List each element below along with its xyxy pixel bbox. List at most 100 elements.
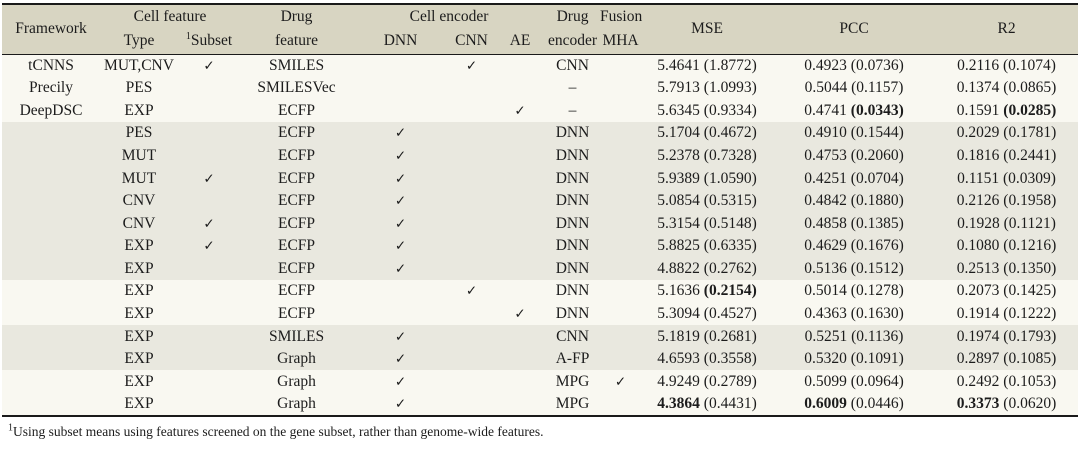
cell-r2: 0.3373 (0.0620) (935, 392, 1079, 416)
metric-mean: 0.2116 (957, 56, 1000, 74)
cell-cnn (448, 302, 496, 326)
check-icon: ✓ (394, 125, 407, 142)
cell-cnn (448, 347, 496, 371)
cell-subset (178, 370, 241, 393)
cell-drug-encoder: DNN (545, 302, 601, 326)
table-row: MUT ✓ ECFP ✓ DNN 5.9389 (1.0590) 0.4251 (0.070… (2, 166, 1079, 190)
metric-std: (0.1793) (1003, 327, 1057, 345)
metric-std: (0.1630) (850, 305, 904, 323)
metric-mean: 0.4363 (804, 305, 847, 323)
metric-std: (0.1216) (1003, 237, 1057, 255)
cell-drug-encoder: DNN (545, 166, 601, 190)
metric-std: (1.8772) (703, 56, 757, 74)
cell-pcc: 0.4629 (0.1676) (773, 234, 936, 258)
table-row: MUT ECFP ✓ DNN 5.2378 (0.7328) 0.4753 (0.2060… (2, 144, 1079, 167)
metric-std: (0.1781) (1003, 124, 1057, 142)
metric-std: (0.0704) (850, 169, 904, 187)
cell-drug-feature: Graph (240, 370, 354, 393)
cell-cnn: ✓ (448, 54, 496, 77)
metric-std: (0.1676) (850, 237, 904, 255)
check-icon: ✓ (203, 57, 215, 74)
cell-type: EXP (100, 257, 178, 280)
cell-framework (2, 392, 100, 416)
cell-cnn (448, 392, 496, 416)
cell-mha (600, 279, 642, 303)
metric-mean: 0.1914 (956, 305, 1000, 323)
cell-subset (178, 392, 241, 416)
paper-table-figure: Framework Cell feature Drug feature Cell… (2, 3, 1079, 439)
cell-mha (600, 166, 642, 190)
cell-subset (178, 189, 241, 213)
cell-mha (600, 302, 642, 326)
metric-std: (0.3558) (703, 350, 757, 368)
metric-std: (0.1157) (851, 79, 904, 97)
cell-cnn (448, 325, 496, 348)
cell-type: EXP (100, 234, 178, 258)
metric-mean: 0.4251 (804, 169, 847, 187)
metric-std: (0.0620) (1003, 394, 1057, 412)
cell-subset: ✓ (178, 212, 241, 235)
cell-ae (495, 212, 546, 235)
cell-mse: 5.3094 (0.4527) (641, 302, 774, 326)
cell-r2: 0.2897 (0.1085) (935, 347, 1079, 371)
cell-drug-encoder: – (545, 99, 601, 122)
results-tbody: tCNNS MUT,CNV ✓ SMILES ✓ CNN 5.4641 (1.8772) 0.… (2, 54, 1079, 416)
cell-ae (495, 392, 546, 416)
metric-mean: 0.2073 (956, 282, 1000, 300)
cell-framework (2, 189, 100, 213)
metric-mean: 0.4923 (804, 56, 847, 74)
table-row: CNV ✓ ECFP ✓ DNN 5.3154 (0.5148) 0.4858 (0.138… (2, 212, 1079, 235)
cell-mse: 5.9389 (1.0590) (641, 166, 774, 190)
metric-mean: 5.4641 (657, 56, 700, 74)
metric-mean: 0.1816 (956, 146, 1000, 164)
cell-cnn (448, 166, 496, 190)
metric-std: (0.0964) (850, 372, 904, 390)
cell-drug-encoder: DNN (545, 121, 601, 145)
metric-std: (0.2154) (703, 282, 757, 300)
cell-r2: 0.2029 (0.1781) (935, 121, 1079, 145)
metric-std: (0.1880) (850, 192, 904, 210)
subset-footnote-marker: 1 (185, 31, 191, 43)
cell-dnn (353, 279, 449, 303)
cell-ae (495, 347, 546, 371)
cell-pcc: 0.4842 (0.1880) (773, 189, 936, 213)
cell-type: PES (100, 121, 178, 145)
metric-mean: 0.6009 (804, 394, 847, 412)
cell-drug-encoder: – (545, 76, 601, 100)
cell-framework: DeepDSC (2, 99, 100, 122)
cell-type: EXP (100, 99, 178, 122)
cell-subset (178, 279, 241, 303)
cell-pcc: 0.5136 (0.1512) (773, 257, 936, 280)
cell-type: EXP (100, 392, 178, 416)
metric-mean: 0.4858 (804, 214, 847, 232)
metric-mean: 0.5044 (804, 79, 848, 97)
cell-cnn (448, 99, 496, 122)
check-icon: ✓ (614, 373, 627, 390)
col-header-dnn: DNN (353, 29, 449, 54)
metric-std: (0.1958) (1003, 192, 1057, 210)
cell-r2: 0.1374 (0.0865) (935, 76, 1079, 100)
col-header-fusion-mha: Fusion MHA (600, 4, 642, 54)
cell-drug-encoder: DNN (545, 212, 601, 235)
cell-mha (600, 325, 642, 348)
col-header-pcc: PCC (773, 4, 936, 54)
cell-mha (600, 121, 642, 145)
metric-mean: 5.3154 (657, 214, 700, 232)
cell-r2: 0.1928 (0.1121) (935, 212, 1079, 235)
col-header-r2: R2 (935, 4, 1079, 54)
check-icon: ✓ (394, 351, 407, 368)
cell-mse: 5.3154 (0.5148) (641, 212, 774, 235)
table-row: EXP ECFP ✓ DNN 5.3094 (0.4527) 0.4363 (0.1630… (2, 302, 1079, 326)
metric-mean: 0.4629 (804, 237, 847, 255)
cell-dnn: ✓ (353, 257, 449, 280)
cell-drug-feature: ECFP (240, 302, 354, 326)
cell-framework: tCNNS (2, 54, 100, 77)
cell-dnn: ✓ (353, 392, 449, 416)
cell-r2: 0.2492 (0.1053) (935, 370, 1079, 393)
metric-mean: 0.5099 (804, 372, 847, 390)
check-icon: ✓ (394, 193, 407, 210)
metric-mean: 0.1080 (956, 237, 1000, 255)
metric-std: (0.2681) (703, 327, 757, 345)
cell-framework (2, 121, 100, 145)
cell-ae (495, 234, 546, 258)
